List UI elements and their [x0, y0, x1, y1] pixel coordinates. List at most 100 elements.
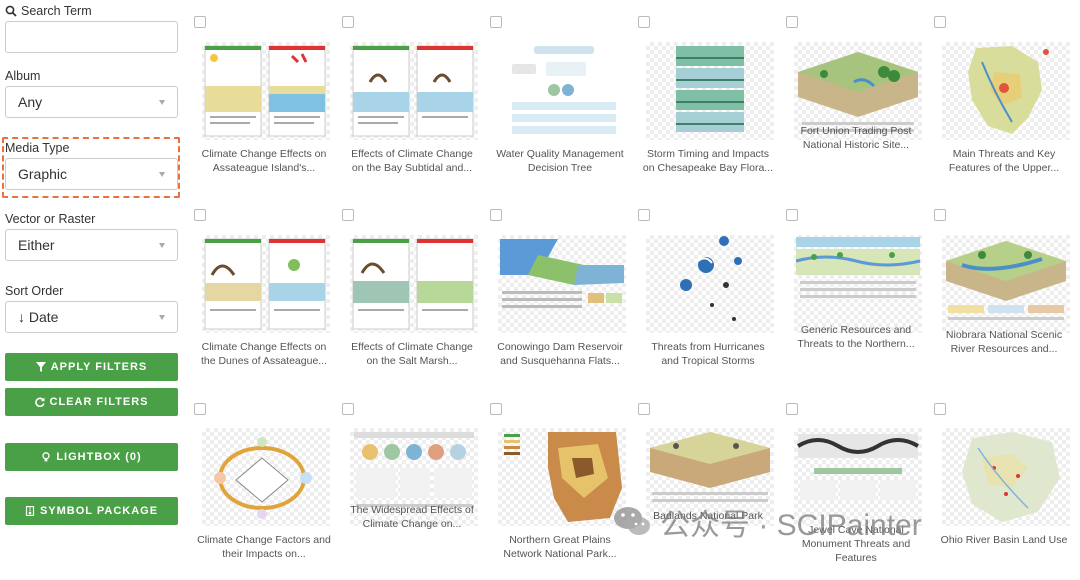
- select-checkbox[interactable]: [786, 403, 798, 415]
- card-thumbnail[interactable]: [202, 235, 330, 333]
- caption-line: Ohio River Basin Land Use: [940, 534, 1068, 546]
- lightbox-label: LIGHTBOX (0): [56, 451, 142, 463]
- caption-line: on the Salt Marsh...: [366, 355, 458, 367]
- select-checkbox[interactable]: [490, 403, 502, 415]
- select-checkbox[interactable]: [638, 403, 650, 415]
- card-thumbnail[interactable]: [498, 428, 626, 526]
- sort-order-select-value: ↓ Date: [18, 309, 59, 325]
- select-checkbox[interactable]: [934, 209, 946, 221]
- card-thumbnail[interactable]: [646, 42, 774, 140]
- select-checkbox[interactable]: [342, 403, 354, 415]
- caption-line: Threats from Hurricanes: [651, 341, 765, 353]
- search-input[interactable]: [5, 21, 178, 53]
- card-thumbnail[interactable]: [794, 42, 922, 140]
- vector-raster-select-value: Either: [18, 237, 55, 253]
- card-thumbnail[interactable]: [202, 42, 330, 140]
- card-thumbnail[interactable]: [350, 235, 478, 333]
- symbol-package-button[interactable]: SYMBOL PACKAGE: [5, 497, 178, 525]
- media-type-select-value: Graphic: [18, 166, 68, 182]
- card-thumbnail[interactable]: [202, 428, 330, 526]
- card-caption[interactable]: Threats from Hurricanes and Tropical Stor…: [638, 340, 778, 368]
- chevron-down-icon: [159, 172, 165, 177]
- media-grid: Climate Change Effects on Assateague Isla…: [190, 0, 1080, 580]
- album-select[interactable]: Any: [5, 86, 178, 118]
- card-caption[interactable]: Climate Change Factors and their Impacts …: [194, 533, 334, 561]
- select-checkbox[interactable]: [638, 16, 650, 28]
- card-caption[interactable]: Fort Union Trading Post National Historic…: [786, 124, 926, 152]
- card-caption[interactable]: Niobrara National Scenic River Resources …: [934, 328, 1074, 356]
- card-caption[interactable]: Ohio River Basin Land Use: [934, 533, 1074, 547]
- select-checkbox[interactable]: [786, 209, 798, 221]
- select-checkbox[interactable]: [194, 16, 206, 28]
- caption-line: their Impacts on...: [222, 548, 306, 560]
- caption-line: on the Bay Subtidal and...: [351, 162, 473, 174]
- card-thumbnail[interactable]: [942, 42, 1070, 140]
- card-thumbnail[interactable]: [646, 428, 774, 526]
- card-thumbnail[interactable]: [794, 235, 922, 333]
- caption-line: on Chesapeake Bay Flora...: [642, 162, 774, 174]
- caption-line: Features: [835, 552, 877, 564]
- card-thumbnail[interactable]: [646, 235, 774, 333]
- lightbulb-icon: [41, 452, 51, 462]
- clear-filters-button[interactable]: CLEAR FILTERS: [5, 388, 178, 416]
- caption-line: Climate Change on...: [362, 518, 462, 530]
- caption-line: National Historic Site...: [802, 139, 910, 151]
- card-caption[interactable]: Badlands National Park: [638, 509, 778, 523]
- card-thumbnail[interactable]: [794, 428, 922, 526]
- caption-line: River Resources and...: [950, 343, 1058, 355]
- caption-line: Badlands National Park: [653, 510, 763, 522]
- lightbox-button[interactable]: LIGHTBOX (0): [5, 443, 178, 471]
- refresh-icon: [34, 397, 45, 407]
- card-caption[interactable]: Effects of Climate Change on the Bay Subt…: [342, 147, 482, 175]
- card-caption[interactable]: The Widespread Effects of Climate Change …: [342, 503, 482, 531]
- select-checkbox[interactable]: [490, 209, 502, 221]
- card-caption[interactable]: Climate Change Effects on the Dunes of As…: [194, 340, 334, 368]
- filter-sidebar: Search Term Album Any Media Type Graphic…: [0, 0, 190, 580]
- album-label: Album: [5, 69, 41, 83]
- caption-line: Conowingo Dam Reservoir: [497, 341, 623, 353]
- sort-order-select[interactable]: ↓ Date: [5, 301, 178, 333]
- card-thumbnail[interactable]: [498, 235, 626, 333]
- caption-line: The Widespread Effects of: [350, 504, 474, 516]
- search-icon: [5, 5, 17, 17]
- card-thumbnail[interactable]: [942, 428, 1070, 526]
- card-thumbnail[interactable]: [350, 42, 478, 140]
- select-checkbox[interactable]: [786, 16, 798, 28]
- card-caption[interactable]: Conowingo Dam Reservoir and Susquehanna F…: [490, 340, 630, 368]
- select-checkbox[interactable]: [342, 16, 354, 28]
- select-checkbox[interactable]: [342, 209, 354, 221]
- card-thumbnail[interactable]: [942, 235, 1070, 333]
- card-caption[interactable]: Jewel Cave National Monument Threats and F…: [786, 523, 926, 565]
- card-caption[interactable]: Main Threats and Key Features of the Uppe…: [934, 147, 1074, 175]
- select-checkbox[interactable]: [934, 403, 946, 415]
- card-caption[interactable]: Northern Great Plains Network National Pa…: [490, 533, 630, 561]
- sort-order-label: Sort Order: [5, 284, 64, 298]
- card-caption[interactable]: Effects of Climate Change on the Salt Mar…: [342, 340, 482, 368]
- vector-raster-select[interactable]: Either: [5, 229, 178, 261]
- card-caption[interactable]: Generic Resources and Threats to the Nort…: [786, 323, 926, 351]
- card-caption[interactable]: Storm Timing and Impacts on Chesapeake Ba…: [638, 147, 778, 175]
- media-type-label: Media Type: [5, 141, 70, 155]
- card-thumbnail[interactable]: [350, 428, 478, 526]
- select-checkbox[interactable]: [934, 16, 946, 28]
- select-checkbox[interactable]: [490, 16, 502, 28]
- card-thumbnail[interactable]: [498, 42, 626, 140]
- search-term-label: Search Term: [5, 4, 92, 18]
- select-checkbox[interactable]: [638, 209, 650, 221]
- caption-line: Threats to the Northern...: [797, 338, 915, 350]
- select-checkbox[interactable]: [194, 403, 206, 415]
- card-caption[interactable]: Water Quality Management Decision Tree: [490, 147, 630, 175]
- caption-line: Niobrara National Scenic: [945, 329, 1063, 341]
- apply-filters-button[interactable]: APPLY FILTERS: [5, 353, 178, 381]
- caption-line: Climate Change Factors and: [197, 534, 331, 546]
- media-type-select[interactable]: Graphic: [5, 158, 178, 190]
- caption-line: Water Quality Management: [496, 148, 624, 160]
- filter-icon: [35, 362, 46, 372]
- caption-line: Monument Threats and: [801, 538, 911, 550]
- chevron-down-icon: [159, 315, 165, 320]
- card-caption[interactable]: Climate Change Effects on Assateague Isla…: [194, 147, 334, 175]
- select-checkbox[interactable]: [194, 209, 206, 221]
- symbol-package-label: SYMBOL PACKAGE: [39, 505, 159, 517]
- caption-line: Jewel Cave National: [808, 524, 904, 536]
